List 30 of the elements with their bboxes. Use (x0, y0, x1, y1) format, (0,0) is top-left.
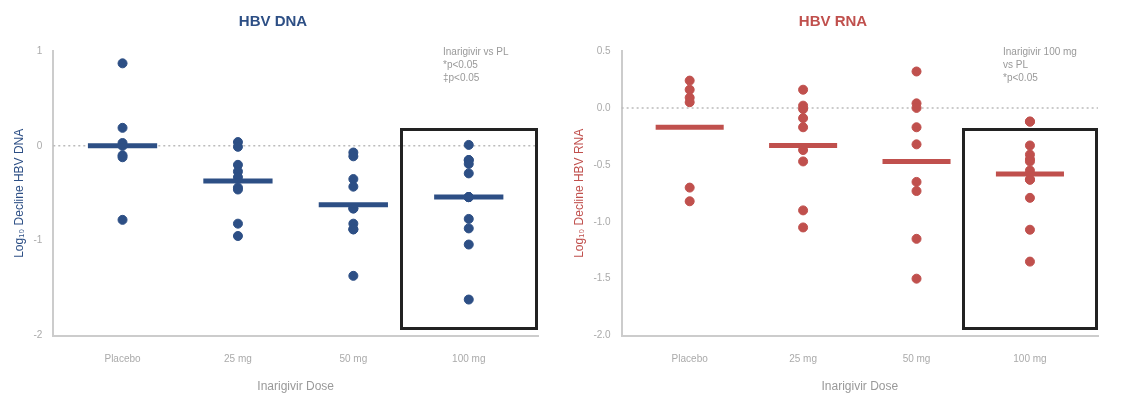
y-tick-label: -1.5 (593, 272, 612, 284)
x-tick-label: 50 mg (339, 353, 368, 365)
y-tick-label: -0.5 (593, 158, 612, 170)
x-tick-label: 25 mg (789, 353, 817, 365)
x-tick-label: 100 mg (1013, 353, 1047, 365)
y-axis-title: Log₁₀ Decline HBV RNA (571, 128, 586, 258)
x-axis-title: Inarigivir Dose (821, 379, 899, 394)
y-tick-label: 0 (36, 139, 43, 151)
annotation: *p<0.05 (443, 58, 479, 70)
annotation: Inarigivir vs PL (443, 45, 510, 57)
x-tick-label: Placebo (104, 353, 142, 365)
y-tick-label: 0.5 (596, 44, 612, 56)
x-tick-label: Placebo (671, 353, 709, 365)
y-tick-label: -1 (33, 234, 43, 246)
x-tick-label: 100 mg (452, 353, 486, 365)
x-tick-label: 50 mg (902, 353, 931, 365)
y-tick-label: -2.0 (593, 329, 612, 341)
y-tick-label: 0.0 (596, 101, 612, 113)
y-tick-label: -1.0 (593, 215, 612, 227)
x-tick-label: 25 mg (224, 353, 252, 365)
chart-title: HBV DNA (238, 12, 308, 30)
annotation: Inarigivir 100 mg (1003, 45, 1077, 57)
chart-title: HBV RNA (798, 12, 868, 30)
y-tick-label: -2 (33, 329, 43, 341)
y-tick-label: 1 (36, 44, 43, 56)
y-axis-title: Log₁₀ Decline HBV DNA (11, 128, 26, 258)
annotation: ‡p<0.05 (443, 71, 480, 83)
x-axis-title: Inarigivir Dose (257, 379, 335, 394)
annotation: vs PL (1003, 58, 1029, 70)
annotation: *p<0.05 (1003, 71, 1039, 83)
